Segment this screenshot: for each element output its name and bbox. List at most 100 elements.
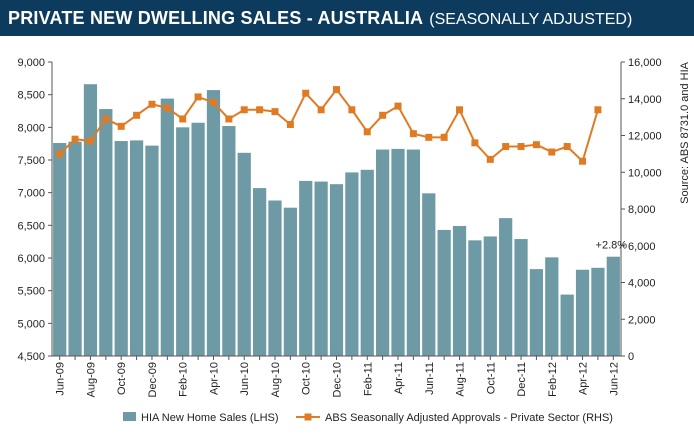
bar-Sep-11	[468, 240, 482, 356]
approvals-point-Jul-09	[71, 135, 79, 143]
x-tick-label: Jun-09	[55, 362, 67, 396]
bar-Jun-09	[53, 143, 67, 356]
bar-Oct-09	[114, 141, 128, 356]
legend-line-label: ABS Seasonally Adjusted Approvals - Priv…	[325, 412, 613, 424]
approvals-point-Apr-11	[394, 102, 402, 110]
approvals-point-Sep-09	[102, 115, 110, 123]
dwelling-sales-chart: 4,500 5,000 5,500 6,000 6,500 7,000 7,500 8,000…	[17, 57, 691, 424]
bar-Jun-12	[606, 256, 620, 356]
bar-Jan-10	[160, 98, 174, 356]
approvals-point-Feb-12	[548, 148, 556, 156]
approvals-point-Jul-10	[256, 106, 264, 114]
x-tick-label: Aug-10	[270, 362, 282, 397]
x-tick-label: Jun-11	[424, 362, 436, 395]
legend-bar-label: HIA New Home Sales (LHS)	[141, 412, 279, 424]
approvals-point-Jan-11	[348, 106, 356, 114]
left-tick-label: 9,000	[17, 57, 45, 69]
approvals-point-Oct-09	[117, 122, 125, 130]
approvals-point-Aug-09	[86, 137, 94, 145]
x-tick-label: Jun-10	[239, 362, 251, 396]
bar-Sep-09	[99, 109, 113, 356]
bar-May-12	[591, 267, 605, 356]
x-tick-label: Jun-12	[608, 362, 620, 396]
source-note: Source: ABS 8731.0 and HIA	[679, 61, 691, 204]
approvals-point-Feb-11	[363, 128, 371, 136]
x-tick-label: Feb-10	[178, 362, 190, 397]
approvals-point-Apr-12	[579, 157, 587, 165]
approvals-point-Mar-12	[563, 143, 571, 151]
x-tick-label: Oct-09	[116, 362, 128, 395]
x-tick-label: Apr-11	[393, 362, 405, 394]
approvals-point-Oct-10	[302, 89, 310, 97]
x-tick-label: Oct-10	[301, 362, 313, 395]
bar-Sep-10	[283, 207, 297, 356]
left-tick-label: 5,500	[17, 286, 45, 298]
bar-Jun-10	[237, 152, 251, 356]
approvals-point-Nov-09	[133, 111, 141, 119]
legend-line-marker	[304, 413, 312, 421]
chart-title: PRIVATE NEW DWELLING SALES - AUSTRALIA	[8, 8, 424, 28]
right-tick-label: 14,000	[628, 94, 662, 106]
bar-Feb-10	[176, 127, 190, 356]
approvals-point-Sep-10	[286, 120, 294, 128]
right-tick-label: 4,000	[628, 278, 656, 290]
x-tick-label: Aug-09	[85, 362, 97, 397]
approvals-point-Aug-11	[456, 106, 464, 114]
chart-subtitle: (SEASONALLY ADJUSTED)	[429, 11, 633, 28]
left-tick-label: 4,500	[17, 351, 45, 363]
bar-Apr-11	[391, 148, 405, 356]
change-annotation: +2.8%	[596, 240, 628, 252]
approvals-point-Jan-10	[163, 104, 171, 112]
right-tick-label: 2,000	[628, 314, 656, 326]
bar-May-11	[406, 149, 421, 356]
left-tick-label: 8,000	[17, 122, 45, 134]
approvals-point-Mar-10	[194, 93, 202, 101]
x-tick-label: Feb-11	[362, 362, 374, 396]
approvals-point-Nov-10	[317, 106, 325, 114]
bar-Jul-11	[437, 229, 451, 356]
approvals-point-May-10	[225, 115, 233, 123]
bar-Dec-10	[329, 184, 344, 356]
bar-Feb-12	[545, 257, 559, 356]
approvals-point-Sep-11	[471, 139, 479, 147]
bar-Apr-10	[206, 90, 221, 357]
approvals-point-Dec-10	[333, 86, 340, 94]
approvals-point-Jun-10	[240, 106, 248, 114]
bar-Aug-10	[268, 200, 282, 356]
bar-Aug-11	[452, 225, 467, 356]
approvals-point-Jul-11	[440, 133, 448, 141]
bar-Aug-09	[83, 84, 98, 357]
bar-Oct-10	[299, 180, 313, 356]
approvals-point-Feb-10	[179, 115, 187, 123]
bar-Dec-11	[514, 239, 528, 356]
approvals-point-May-12	[594, 106, 602, 114]
bar-Feb-11	[360, 169, 374, 356]
bar-Mar-12	[560, 294, 574, 356]
right-tick-label: 6,000	[628, 241, 656, 253]
bar-May-10	[222, 126, 236, 356]
bar-Nov-10	[314, 181, 328, 356]
bar-Jul-09	[68, 141, 82, 356]
approvals-point-Dec-11	[517, 143, 525, 151]
approvals-point-Mar-11	[379, 111, 387, 119]
x-tick-label: Dec-09	[147, 362, 159, 397]
bar-Nov-11	[499, 218, 513, 356]
left-tick-label: 7,500	[17, 155, 45, 167]
x-tick-label: Feb-12	[547, 362, 559, 397]
approvals-point-Oct-11	[486, 155, 494, 163]
bar-Jun-11	[422, 193, 436, 356]
right-tick-label: 10,000	[628, 167, 662, 179]
x-tick-label: Dec-11	[516, 362, 528, 397]
approvals-point-Jun-11	[425, 133, 433, 141]
chart-title-bar: PRIVATE NEW DWELLING SALES - AUSTRALIA (S…	[0, 0, 694, 36]
left-tick-label: 5,000	[17, 318, 45, 330]
bar-Mar-10	[191, 122, 205, 356]
legend-bar-swatch	[123, 412, 136, 421]
x-tick-label: Aug-11	[455, 362, 467, 397]
bar-Apr-12	[575, 269, 590, 356]
bar-Mar-11	[376, 149, 390, 356]
bar-Oct-11	[483, 236, 497, 356]
approvals-point-Jan-12	[532, 141, 540, 149]
bar-Jan-11	[345, 172, 359, 356]
right-tick-label: 16,000	[628, 57, 662, 69]
